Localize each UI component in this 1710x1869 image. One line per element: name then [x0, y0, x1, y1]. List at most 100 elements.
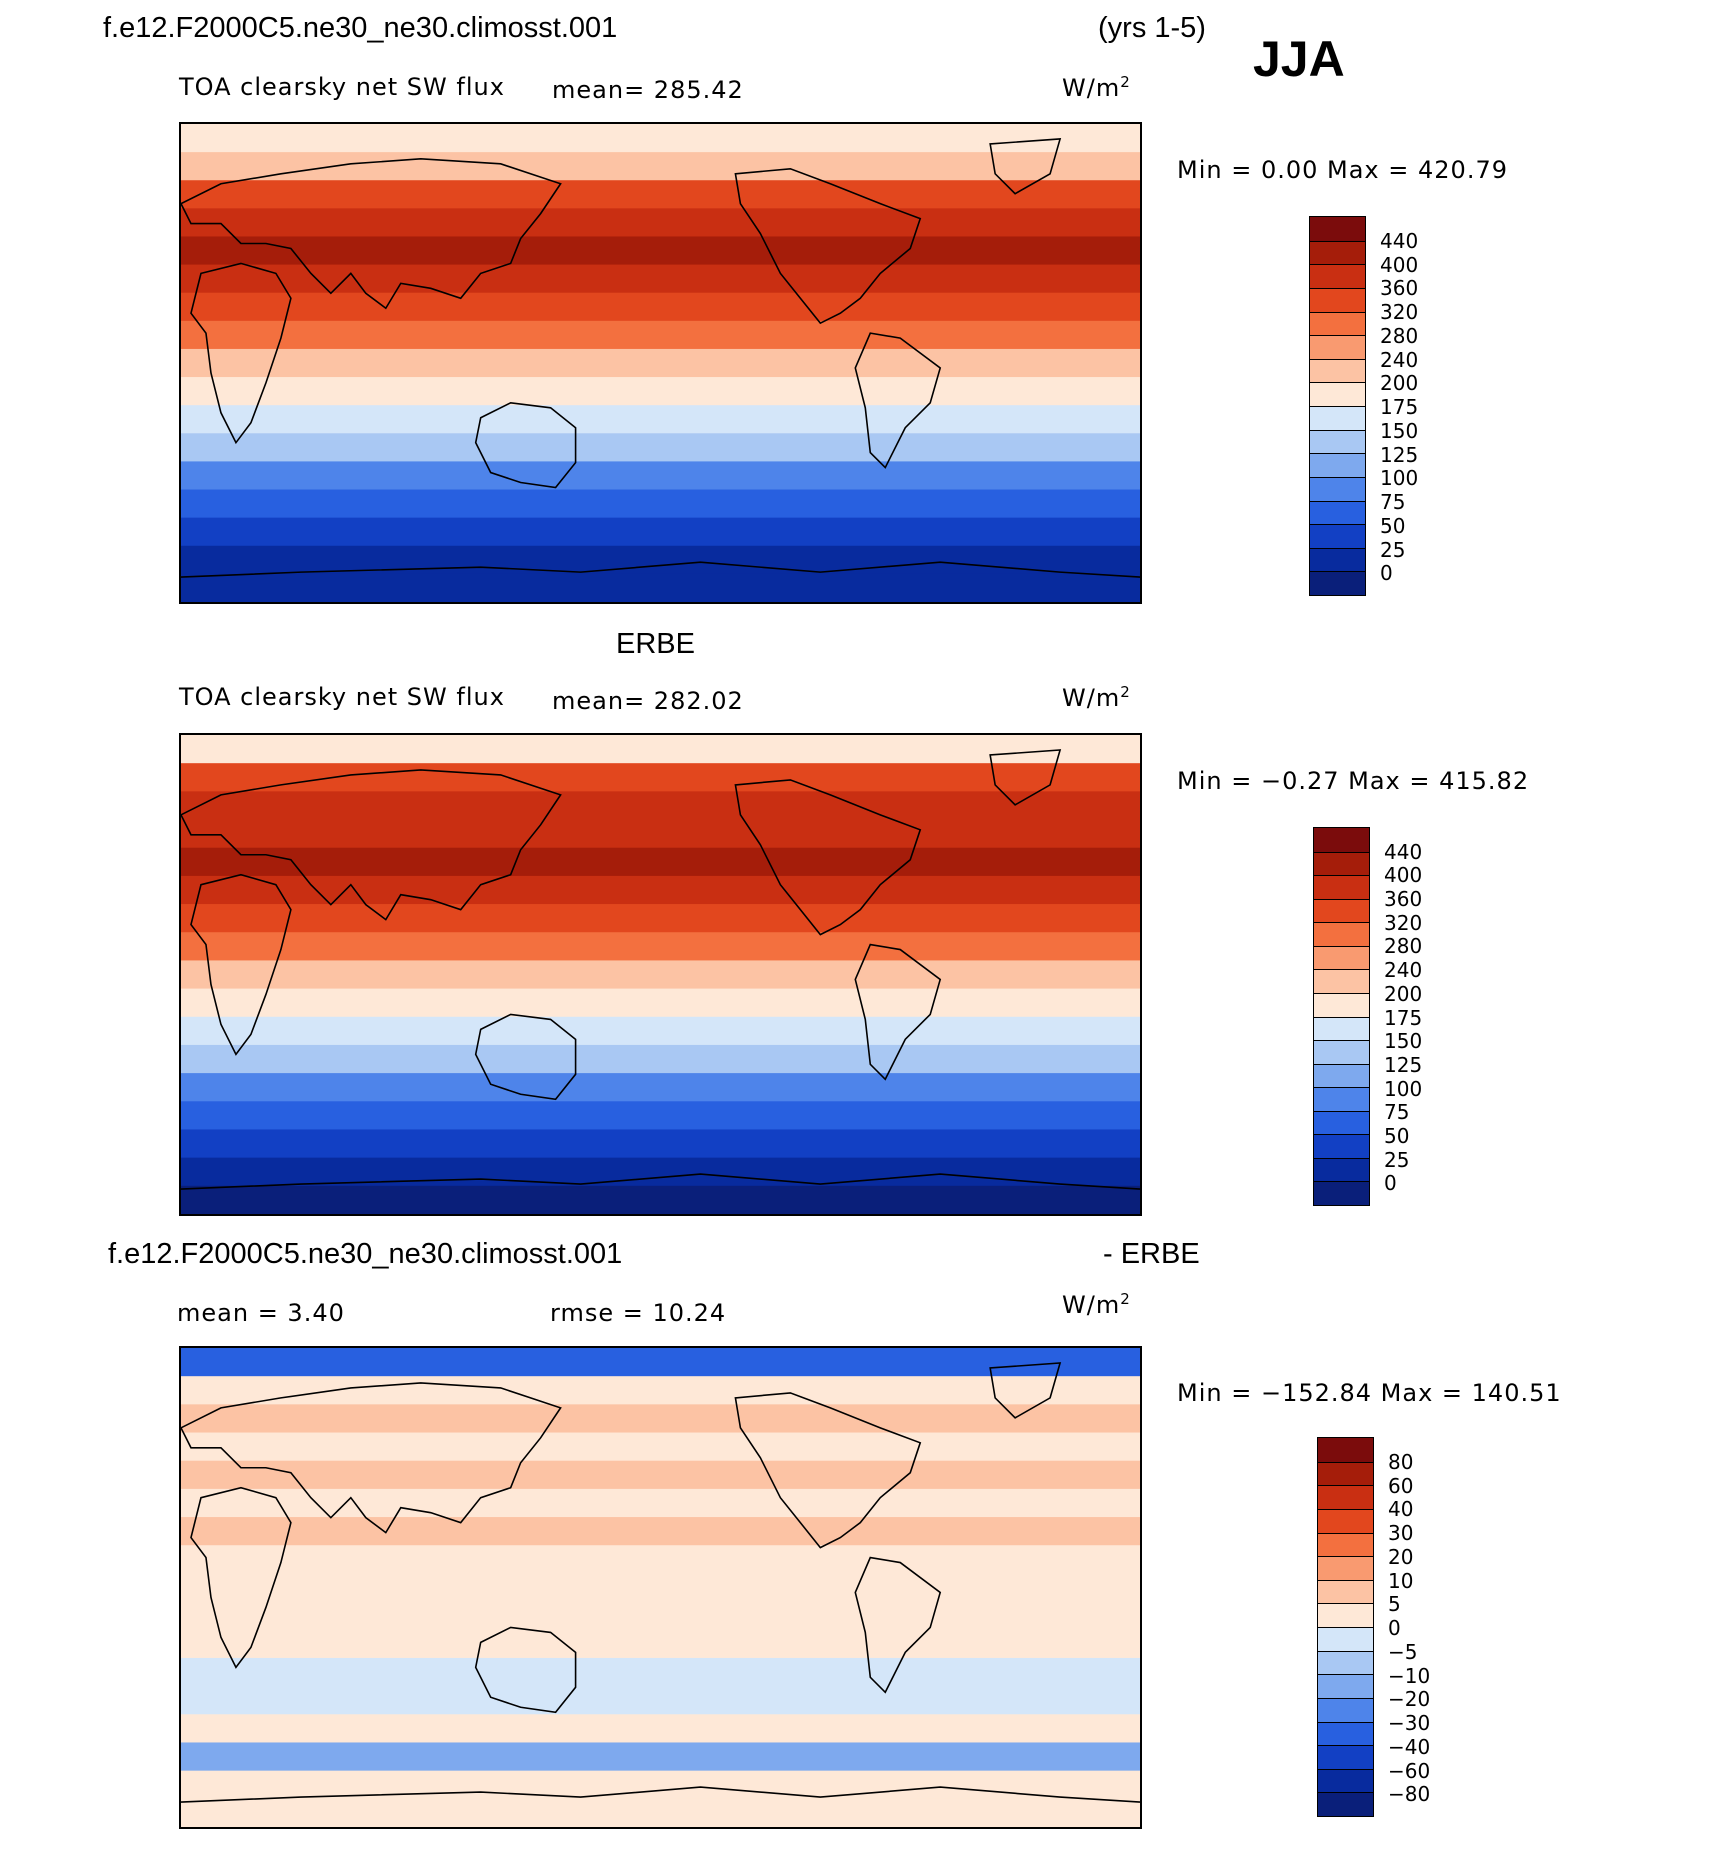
panel3-rmse: rmse = 10.24 [550, 1299, 727, 1327]
colorbar-tick-label: 240 [1384, 958, 1423, 983]
colorbar-tick-label: 20 [1388, 1544, 1414, 1569]
map-band [181, 1157, 1140, 1187]
north-america-outline [734, 168, 922, 325]
colorbar-tick-label: 125 [1384, 1052, 1423, 1077]
map-band [181, 960, 1140, 990]
panel3-minmax: Min = −152.84 Max = 140.51 [1177, 1379, 1562, 1407]
map-band [181, 573, 1140, 602]
colorbar-segment [1314, 1063, 1369, 1088]
map-band [181, 180, 1140, 209]
colorbar-segment [1314, 1087, 1369, 1111]
colorbar-tick-label: 100 [1380, 466, 1419, 491]
colorbar-segment [1314, 1181, 1369, 1205]
panel2-colorbar: 440 400 360 320 280 240 200 175 150 125 100 75 50 25 0 [1313, 827, 1422, 1206]
panel2-minmax: Min = −0.27 Max = 415.82 [1177, 767, 1530, 795]
colorbar-segment [1310, 571, 1365, 595]
map-band [181, 264, 1140, 294]
colorbar-tick-label: 25 [1384, 1147, 1410, 1172]
map-band [181, 545, 1140, 575]
map-band [181, 1770, 1140, 1800]
map-band [181, 1488, 1140, 1518]
colorbar-segment [1310, 476, 1365, 501]
panel2-variable: TOA clearsky net SW flux [179, 683, 505, 711]
colorbar-segment [1310, 311, 1365, 336]
antarctica-outline [181, 561, 1140, 578]
map-band [181, 1601, 1140, 1631]
colorbar-tick-label: 125 [1380, 442, 1419, 467]
colorbar-tick-label: 320 [1384, 910, 1423, 935]
map-field [181, 1348, 1140, 1827]
south-america-outline [854, 1556, 942, 1694]
colorbar-tick-label: 400 [1384, 863, 1423, 888]
colorbar-segment [1318, 1627, 1373, 1651]
north-america-outline [734, 779, 922, 936]
map-band [181, 1742, 1140, 1772]
africa-outline [190, 873, 292, 1056]
colorbar-segment [1314, 922, 1369, 946]
map-band [181, 847, 1140, 877]
map-band [181, 1185, 1140, 1214]
colorbar-tick-label: −40 [1388, 1734, 1431, 1759]
years-label: (yrs 1-5) [1098, 12, 1206, 44]
greenland-outline [989, 1362, 1062, 1419]
eurasia-outline [181, 1382, 562, 1534]
colorbar-tick-label: 50 [1380, 513, 1406, 538]
colorbar-segment [1314, 828, 1369, 852]
map-band [181, 348, 1140, 378]
colorbar-tick-label: 400 [1380, 252, 1419, 277]
season-label: JJA [1253, 31, 1345, 87]
panel2-mean: mean= 282.02 [552, 687, 744, 715]
colorbar-segment [1318, 1461, 1373, 1486]
colorbar-tick-label: −30 [1388, 1711, 1431, 1735]
colorbar-tick-label: 75 [1380, 490, 1406, 514]
panel2-title: ERBE [616, 628, 695, 660]
map-band [181, 1714, 1140, 1744]
colorbar-segment [1314, 945, 1369, 970]
map-band [181, 763, 1140, 792]
colorbar-segment [1310, 547, 1365, 572]
map-band [181, 433, 1140, 463]
colorbar-segment [1310, 240, 1365, 265]
map-band [181, 1629, 1140, 1659]
antarctica-outline [181, 1173, 1140, 1190]
colorbar-segment [1314, 1157, 1369, 1182]
colorbar-segment [1310, 335, 1365, 359]
map-band [181, 988, 1140, 1018]
colorbar-tick-label: −60 [1388, 1758, 1431, 1783]
colorbar-segment [1310, 500, 1365, 525]
colorbar-tick-label: 175 [1380, 395, 1419, 419]
map-band [181, 1129, 1140, 1159]
panel3-title-suffix: - ERBE [1103, 1238, 1200, 1270]
colorbar-segment [1318, 1650, 1373, 1675]
colorbar-tick-label: 440 [1380, 228, 1419, 253]
map-band [181, 1517, 1140, 1546]
colorbar-segment [1318, 1438, 1373, 1462]
colorbar-tick-label: 150 [1380, 418, 1419, 443]
colorbar-segment [1314, 1110, 1369, 1135]
colorbar-segment [1310, 264, 1365, 288]
colorbar-tick-label: 280 [1384, 934, 1423, 959]
case-name: f.e12.F2000C5.ne30_ne30.climosst.001 [103, 12, 618, 44]
map-band [181, 405, 1140, 434]
map-band [181, 489, 1140, 519]
colorbar-tick-label: 175 [1384, 1005, 1423, 1030]
colorbar-tick-label: 360 [1380, 276, 1419, 301]
colorbar-tick-label: 440 [1384, 839, 1423, 864]
map-field [181, 735, 1140, 1214]
map-band [181, 1686, 1140, 1715]
map-band [181, 1798, 1140, 1827]
map-band [181, 819, 1140, 849]
colorbar-tick-label: −20 [1388, 1687, 1431, 1712]
map-band [181, 208, 1140, 238]
greenland-outline [989, 749, 1062, 806]
colorbar-tick-label: 200 [1380, 371, 1419, 396]
colorbar-segment [1318, 1792, 1373, 1816]
colorbar-tick-label: 40 [1388, 1497, 1414, 1522]
colorbar-segment [1314, 898, 1369, 923]
colorbar-segment [1314, 875, 1369, 899]
map-band [181, 791, 1140, 821]
map-band [181, 236, 1140, 266]
colorbar-tick-label: 0 [1380, 561, 1393, 586]
colorbar-segment [1310, 429, 1365, 454]
colorbar-segment [1314, 969, 1369, 993]
